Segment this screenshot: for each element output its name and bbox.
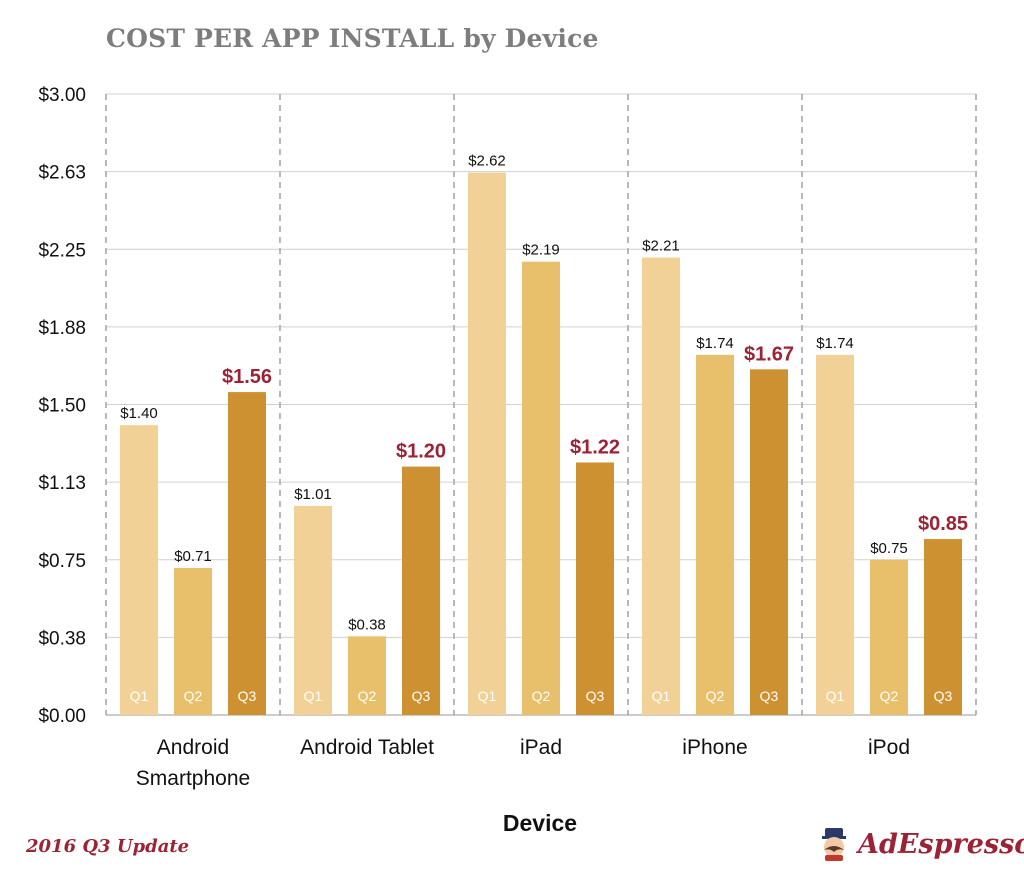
y-tick-label: $0.75 — [38, 551, 86, 572]
x-tick-label: iPhone — [682, 736, 747, 759]
bar — [750, 369, 788, 715]
data-label: $0.75 — [870, 540, 908, 557]
data-label: $1.74 — [696, 335, 734, 352]
bar — [120, 425, 158, 715]
data-label: $1.01 — [294, 486, 332, 503]
y-tick-label: $3.00 — [38, 85, 86, 106]
series-label: Q3 — [934, 688, 953, 704]
data-label: $1.56 — [222, 366, 272, 388]
bar — [642, 257, 680, 715]
series-label: Q3 — [238, 688, 257, 704]
series-label: Q3 — [412, 688, 431, 704]
edition-label: 2016 Q3 Update — [26, 836, 190, 857]
series-label: Q1 — [478, 688, 497, 704]
x-tick-label: Android Tablet — [300, 736, 434, 759]
x-tick-label: iPod — [868, 736, 910, 759]
data-label: $1.40 — [120, 405, 158, 422]
y-tick-label: $2.63 — [38, 163, 86, 184]
bar — [228, 392, 266, 715]
series-label: Q1 — [826, 688, 845, 704]
y-tick-label: $0.00 — [38, 706, 86, 727]
data-label: $0.71 — [174, 548, 212, 565]
adespresso-logo: AdEspresso — [816, 826, 1024, 862]
series-label: Q2 — [184, 688, 203, 704]
series-label: Q3 — [760, 688, 779, 704]
series-label: Q1 — [130, 688, 149, 704]
x-tick-label: iPad — [520, 736, 562, 759]
data-label: $0.38 — [348, 616, 386, 633]
bar — [294, 505, 332, 715]
y-tick-label: $1.13 — [38, 473, 86, 494]
data-label: $1.20 — [396, 441, 446, 463]
bar — [924, 539, 962, 715]
bar — [402, 466, 440, 715]
bar — [576, 462, 614, 715]
bar — [816, 354, 854, 715]
y-tick-label: $0.38 — [38, 628, 86, 649]
bar — [348, 636, 386, 715]
series-label: Q2 — [880, 688, 899, 704]
data-label: $1.67 — [744, 343, 794, 365]
bar — [468, 172, 506, 715]
series-label: Q2 — [532, 688, 551, 704]
x-axis-title: Device — [502, 810, 578, 836]
series-label: Q1 — [304, 688, 323, 704]
mascot-icon — [822, 828, 846, 861]
series-label: Q2 — [358, 688, 377, 704]
series-label: Q1 — [652, 688, 671, 704]
data-label: $1.74 — [816, 335, 854, 352]
series-label: Q2 — [706, 688, 725, 704]
x-tick-label: Android — [157, 736, 229, 759]
x-tick-label: Smartphone — [136, 767, 250, 790]
y-tick-label: $1.88 — [38, 318, 86, 339]
brand-name: AdEspresso — [858, 828, 1024, 860]
y-tick-label: $1.50 — [38, 396, 86, 417]
data-label: $0.85 — [918, 513, 968, 535]
data-label: $2.62 — [468, 153, 506, 170]
bar — [870, 559, 908, 715]
data-label: $2.21 — [642, 238, 680, 255]
data-label: $2.19 — [522, 242, 560, 259]
series-label: Q3 — [586, 688, 605, 704]
data-label: $1.22 — [570, 436, 620, 458]
bar — [696, 354, 734, 715]
chart-title: COST PER APP INSTALL by Device — [106, 24, 599, 53]
bar — [174, 568, 212, 715]
bar — [522, 261, 560, 715]
y-tick-label: $2.25 — [38, 240, 86, 261]
